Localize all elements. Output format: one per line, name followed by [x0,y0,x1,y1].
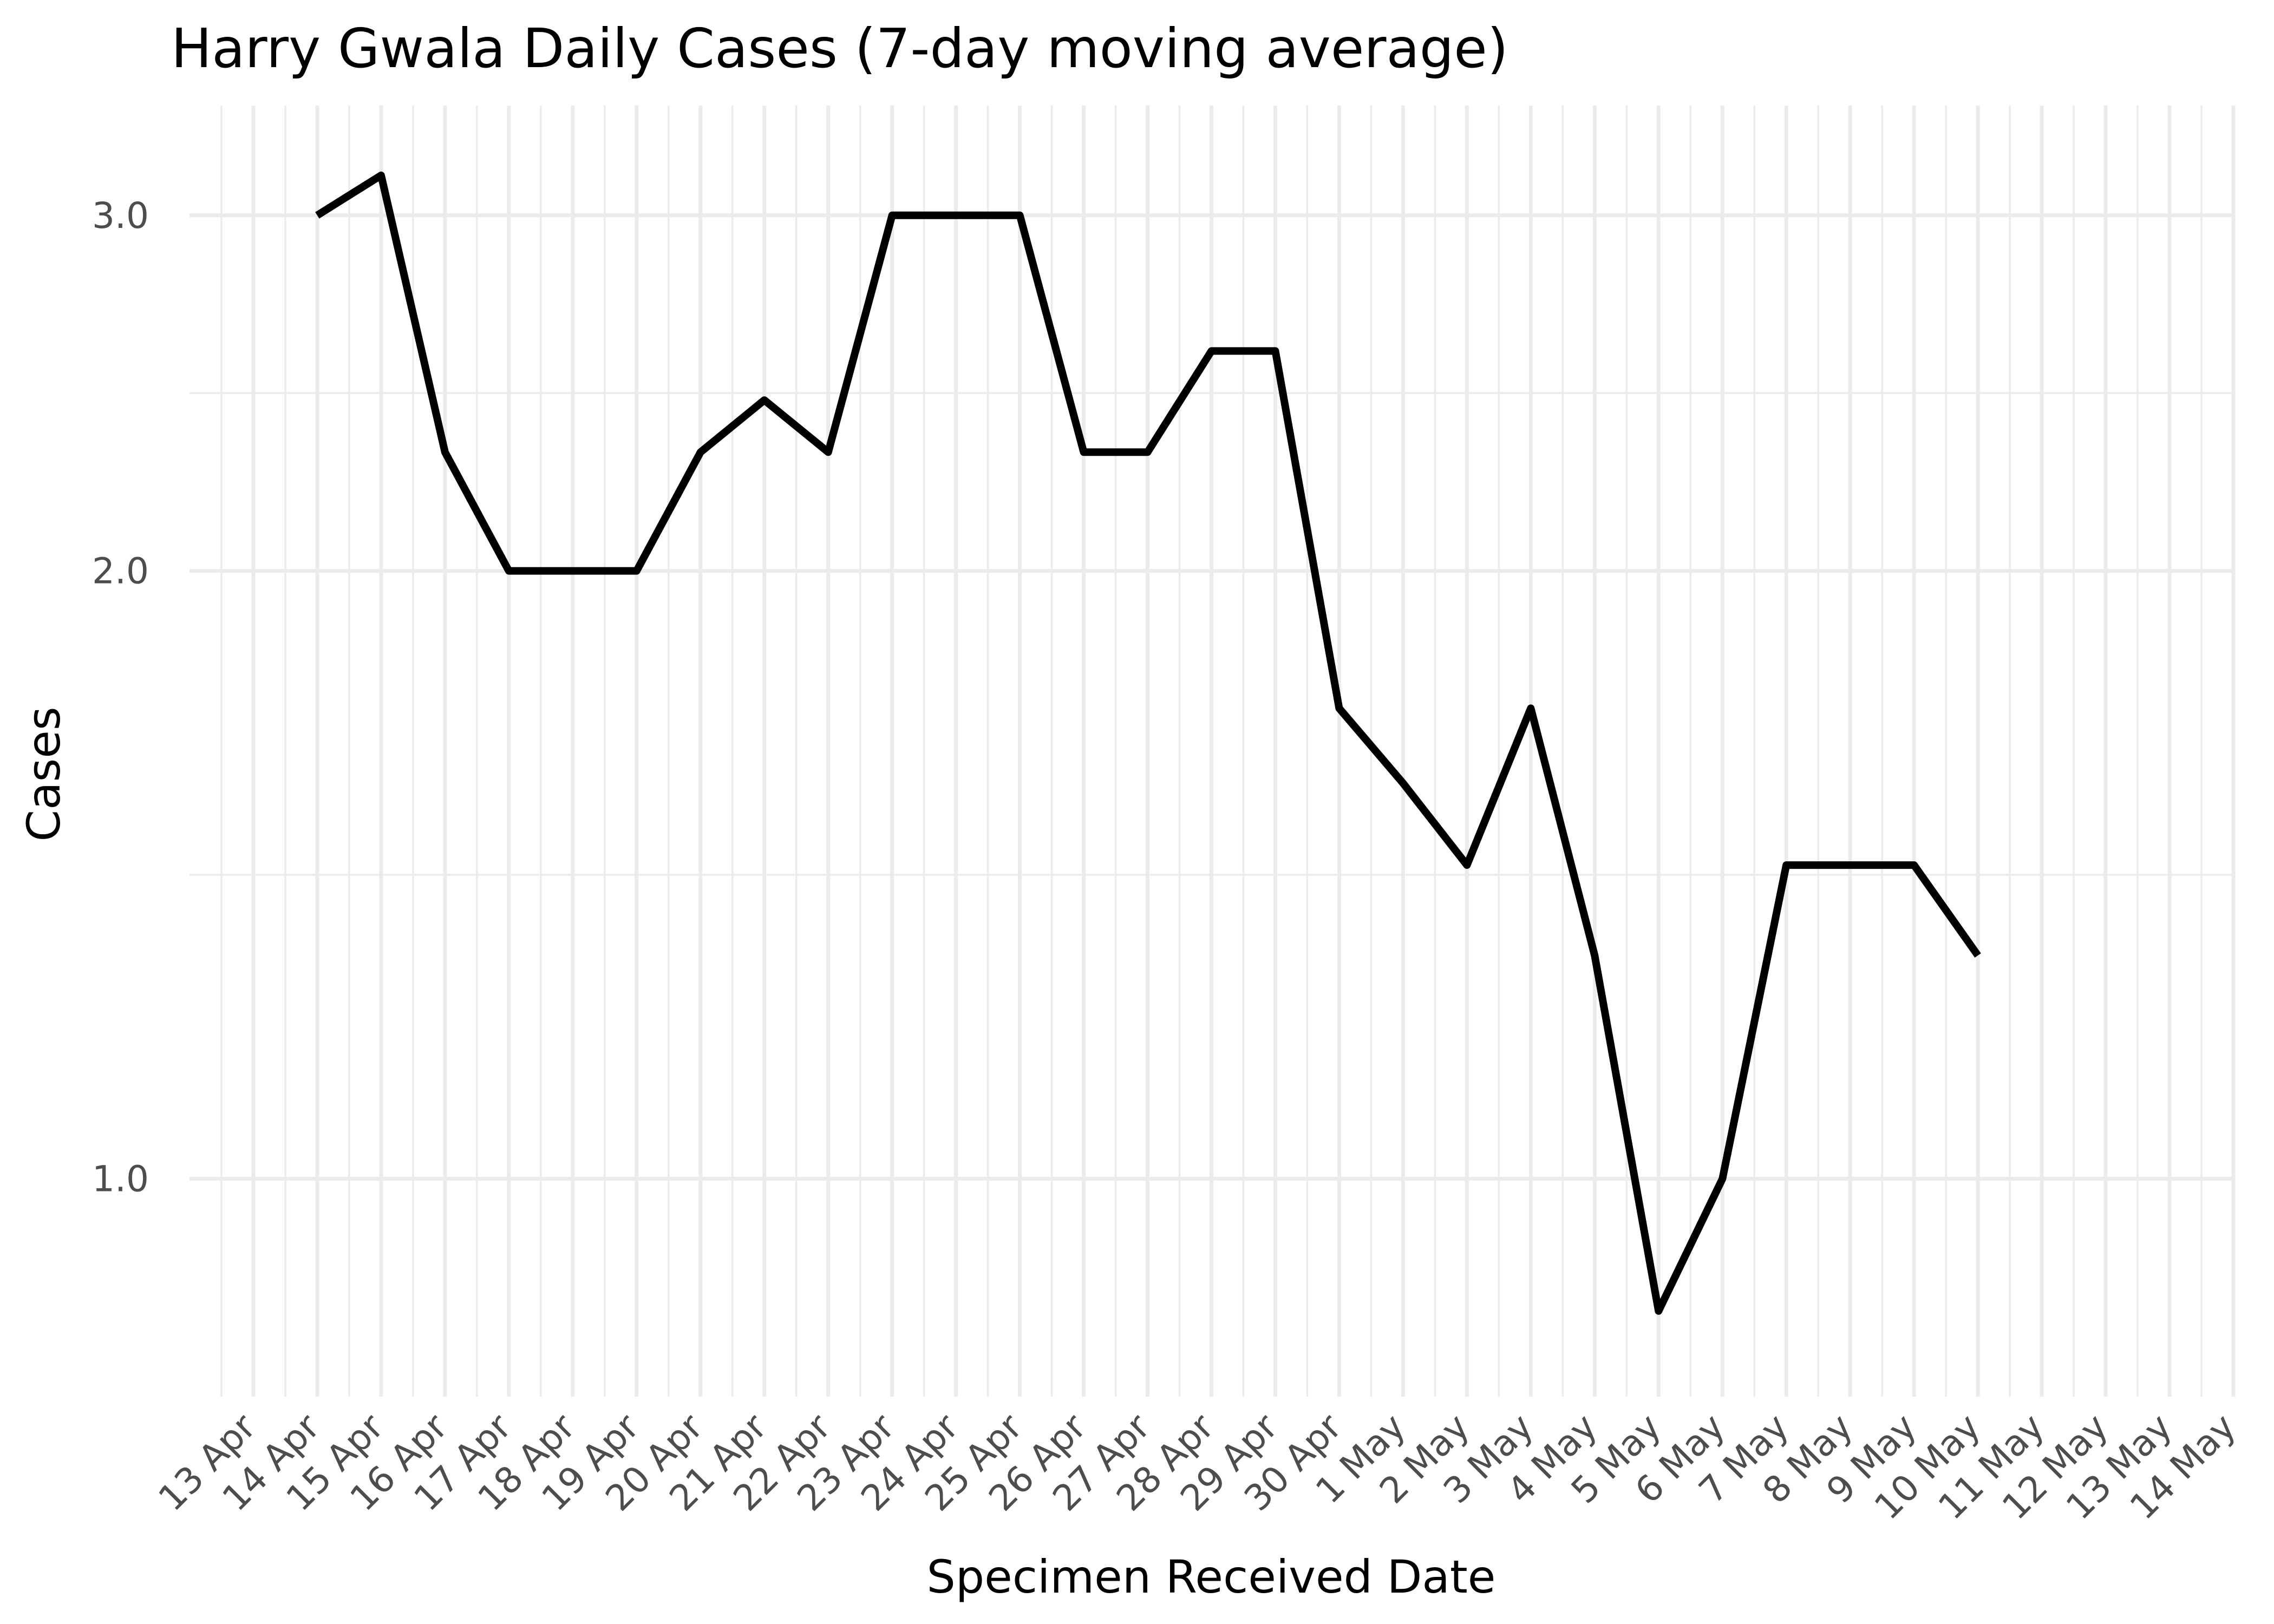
grid-lines [190,106,2236,1397]
y-tick-label: 1.0 [92,1158,149,1200]
y-axis-ticks: 1.0 2.0 3.0 [92,195,149,1200]
y-axis-title: Cases [17,706,70,841]
chart-title: Harry Gwala Daily Cases (7-day moving av… [171,17,1508,80]
x-axis-title: Specimen Received Date [927,1550,1496,1603]
y-tick-label: 3.0 [92,195,149,237]
series-line [315,171,1981,1315]
y-tick-label: 2.0 [92,551,149,592]
series-layer [315,171,1981,1315]
